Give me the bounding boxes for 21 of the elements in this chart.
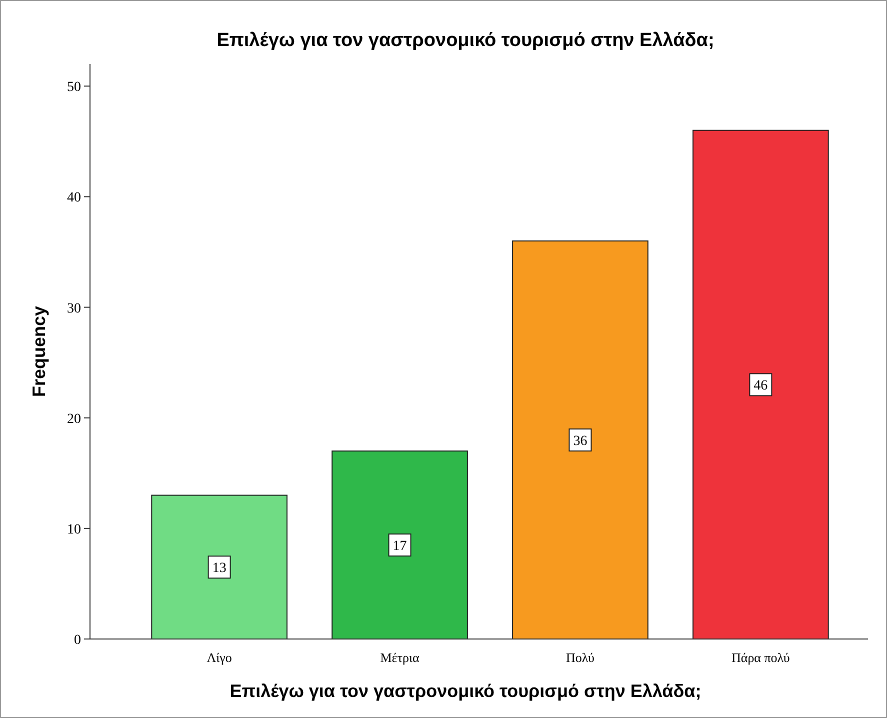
- y-tick-label: 0: [74, 633, 81, 648]
- data-label: 36: [573, 434, 588, 449]
- data-label: 17: [392, 539, 407, 554]
- bar: [512, 240, 648, 640]
- bar: [692, 130, 829, 640]
- chart-title: Επιλέγω για τον γαστρονομικό τουρισμό στην Ελλάδα;: [216, 30, 714, 51]
- y-tick-label: 30: [67, 301, 81, 316]
- bar: [332, 450, 468, 640]
- x-tick-label: Λίγο: [206, 650, 232, 665]
- x-axis-title: Επιλέγω για τον γαστρονομικό τουρισμό στην Ελλάδα;: [230, 681, 702, 701]
- y-tick-label: 10: [67, 522, 81, 538]
- y-tick-label: 20: [67, 412, 81, 427]
- x-tick-label: Μέτρια: [380, 650, 420, 665]
- x-tick-label: Πολύ: [566, 650, 594, 665]
- data-label: 46: [754, 378, 768, 394]
- bar: [151, 494, 288, 640]
- y-tick-label: 40: [67, 190, 81, 206]
- y-axis-title: Frequency: [29, 306, 49, 398]
- x-tick-label: Πάρα πολύ: [732, 650, 790, 665]
- y-tick-label: 50: [67, 80, 81, 96]
- data-label: 13: [212, 561, 226, 576]
